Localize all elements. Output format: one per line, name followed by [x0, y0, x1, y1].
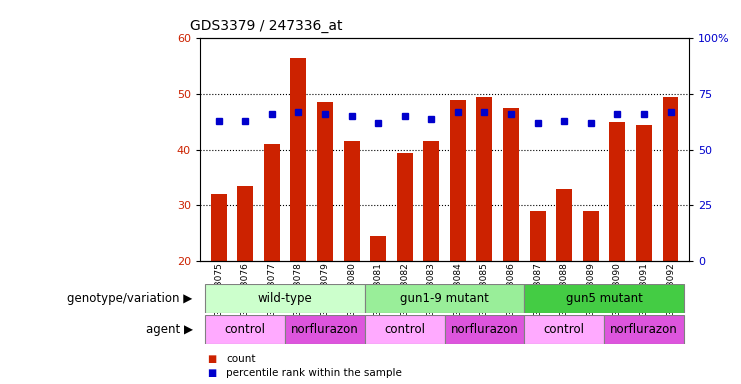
Bar: [604, 315, 684, 344]
Text: control: control: [385, 323, 425, 336]
Text: agent ▶: agent ▶: [146, 323, 193, 336]
Bar: [396, 152, 413, 261]
Text: wild-type: wild-type: [258, 292, 313, 305]
Text: percentile rank within the sample: percentile rank within the sample: [226, 368, 402, 378]
Bar: [317, 103, 333, 261]
Bar: [530, 211, 545, 261]
Bar: [450, 100, 466, 261]
Bar: [556, 189, 572, 261]
Bar: [662, 97, 679, 261]
Bar: [445, 315, 525, 344]
Text: norflurazon: norflurazon: [291, 323, 359, 336]
Bar: [609, 122, 625, 261]
Bar: [365, 284, 525, 313]
Text: control: control: [544, 323, 585, 336]
Bar: [237, 186, 253, 261]
Bar: [636, 125, 652, 261]
Bar: [365, 315, 445, 344]
Text: control: control: [225, 323, 266, 336]
Bar: [290, 58, 306, 261]
Text: ■: ■: [207, 368, 216, 378]
Bar: [285, 315, 365, 344]
Text: ■: ■: [207, 354, 216, 364]
Text: gun5 mutant: gun5 mutant: [565, 292, 642, 305]
Bar: [583, 211, 599, 261]
Text: norflurazon: norflurazon: [610, 323, 678, 336]
Bar: [210, 194, 227, 261]
Bar: [370, 236, 386, 261]
Text: genotype/variation ▶: genotype/variation ▶: [67, 292, 193, 305]
Bar: [503, 108, 519, 261]
Bar: [423, 141, 439, 261]
Text: GDS3379 / 247336_at: GDS3379 / 247336_at: [190, 19, 343, 33]
Text: gun1-9 mutant: gun1-9 mutant: [400, 292, 489, 305]
Bar: [476, 97, 493, 261]
Bar: [525, 284, 684, 313]
Bar: [264, 144, 280, 261]
Bar: [344, 141, 359, 261]
Bar: [205, 284, 365, 313]
Bar: [525, 315, 604, 344]
Text: count: count: [226, 354, 256, 364]
Text: norflurazon: norflurazon: [451, 323, 519, 336]
Bar: [205, 315, 285, 344]
